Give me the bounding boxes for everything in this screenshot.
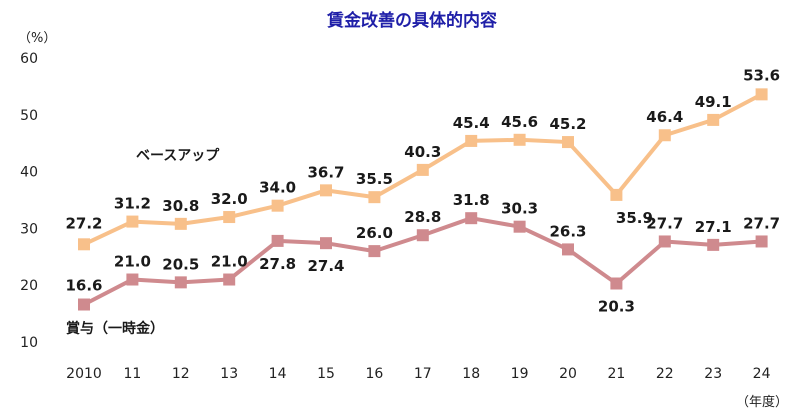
data-point (707, 113, 720, 126)
data-point (416, 229, 429, 242)
y-tick-label: 60 (20, 51, 38, 67)
data-point (610, 277, 623, 290)
data-label: 45.6 (501, 113, 538, 131)
data-label: 45.2 (549, 115, 586, 133)
data-point (755, 88, 768, 101)
series-label-bonus: 賞与（一時金） (66, 320, 164, 337)
data-label: 45.4 (453, 114, 490, 132)
data-point (658, 235, 671, 248)
data-point (320, 184, 332, 197)
plot-area: 27.2 31.2 30.8 32.0 34.0 36.7 35.5 40.3 45.4 45.6… (65, 66, 780, 337)
data-label: 31.8 (453, 191, 490, 209)
data-label: 27.8 (259, 255, 296, 273)
data-label: 49.1 (695, 93, 732, 111)
x-tick-label: 17 (414, 366, 432, 382)
data-label: 27.7 (646, 214, 683, 232)
data-label: 35.5 (356, 170, 393, 188)
data-point (223, 211, 236, 224)
data-point (562, 136, 574, 149)
data-label: 35.9 (616, 209, 653, 227)
data-point (562, 243, 574, 256)
series-label-base-up: ベースアップ (136, 148, 220, 164)
data-point (368, 191, 381, 204)
x-tick-label: 18 (462, 366, 480, 382)
y-axis-unit: （%） (18, 31, 56, 46)
data-point (271, 199, 284, 212)
data-label: 32.0 (211, 190, 248, 208)
data-label: 27.7 (743, 214, 780, 232)
data-point (465, 212, 478, 225)
data-label: 30.3 (501, 200, 538, 218)
y-axis: 10 20 30 40 50 60 (20, 51, 38, 351)
data-point (368, 245, 381, 258)
data-label: 34.0 (259, 179, 296, 197)
y-tick-label: 10 (20, 335, 38, 351)
x-axis-unit: （年度） (736, 394, 788, 410)
data-label: 27.1 (695, 218, 732, 236)
chart-title: 賃金改善の具体的内容 (326, 10, 497, 31)
data-label: 20.5 (162, 255, 199, 273)
data-label: 26.3 (549, 222, 586, 240)
data-label: 36.7 (307, 163, 344, 181)
series-2: 16.6 21.0 20.5 21.0 27.8 27.4 26.0 28.8 31.8 30.3… (65, 191, 780, 315)
x-tick-label: 21 (607, 366, 625, 382)
x-tick-label: 20 (559, 366, 577, 382)
x-tick-label: 16 (365, 366, 383, 382)
x-tick-label: 12 (172, 366, 190, 382)
data-label: 30.8 (162, 197, 199, 215)
data-point (174, 217, 187, 230)
data-point (416, 163, 429, 176)
data-label: 53.6 (743, 66, 780, 84)
data-point (658, 129, 671, 142)
x-tick-label: 11 (123, 366, 141, 382)
data-label: 28.8 (404, 208, 441, 226)
data-point (126, 273, 139, 286)
data-point (320, 237, 332, 250)
data-point (271, 234, 284, 247)
x-tick-label: 15 (317, 366, 335, 382)
data-point (513, 133, 526, 146)
data-point (78, 298, 90, 311)
y-tick-label: 40 (20, 165, 38, 181)
y-tick-label: 50 (20, 108, 38, 124)
data-point (610, 188, 623, 201)
data-point (223, 273, 236, 286)
x-tick-label: 23 (704, 366, 722, 382)
x-tick-label: 19 (511, 366, 529, 382)
x-tick-label: 14 (269, 366, 287, 382)
data-label: 26.0 (356, 224, 393, 242)
data-point (78, 238, 90, 251)
x-axis: 2010 11 12 13 14 15 16 17 18 19 20 21 22 23 24 (66, 366, 770, 382)
data-point (174, 276, 187, 289)
x-tick-label: 13 (220, 366, 238, 382)
data-point (513, 220, 526, 233)
data-label: 31.2 (114, 195, 151, 213)
data-point (126, 215, 139, 228)
data-label: 27.2 (65, 214, 102, 232)
data-label: 46.4 (646, 108, 683, 126)
y-tick-label: 20 (20, 278, 38, 294)
data-point (465, 134, 478, 147)
x-tick-label: 24 (753, 366, 771, 382)
data-label: 20.3 (598, 297, 635, 315)
series-1: 27.2 31.2 30.8 32.0 34.0 36.7 35.5 40.3 45.4 45.6… (65, 66, 780, 251)
x-tick-label: 2010 (66, 366, 102, 382)
x-tick-label: 22 (656, 366, 674, 382)
data-point (707, 238, 720, 251)
data-label: 16.6 (65, 277, 102, 295)
data-label: 21.0 (114, 253, 151, 271)
data-point (755, 235, 768, 248)
data-label: 21.0 (211, 253, 248, 271)
data-label: 27.4 (307, 257, 344, 275)
y-tick-label: 30 (20, 221, 38, 237)
data-label: 40.3 (404, 143, 441, 161)
